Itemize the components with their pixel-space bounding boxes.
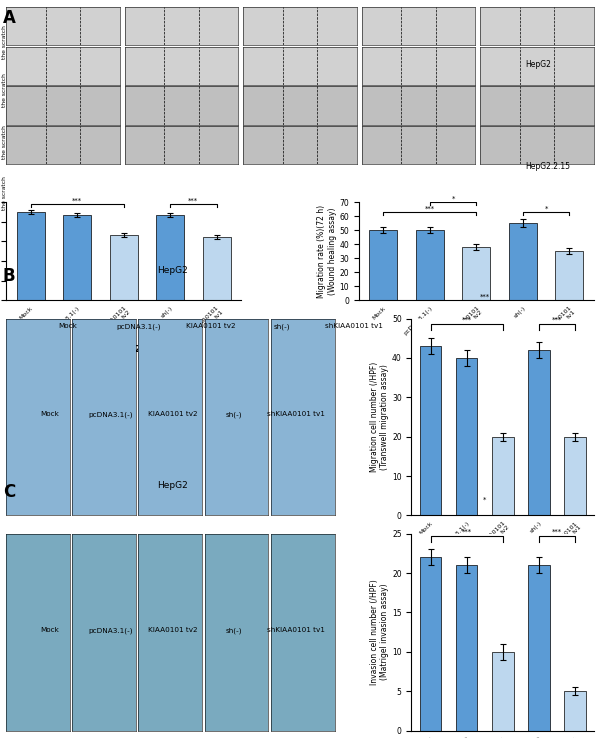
Text: shKIAA0101 tv1: shKIAA0101 tv1 — [267, 627, 325, 633]
Bar — [203, 237, 230, 300]
Text: sh(-): sh(-) — [226, 627, 242, 634]
X-axis label: HepG2: HepG2 — [486, 560, 520, 569]
Text: Mock: Mock — [40, 411, 59, 417]
Bar — [456, 565, 478, 731]
Text: shKIAA0101 tv1: shKIAA0101 tv1 — [267, 411, 325, 417]
Y-axis label: Invasion cell number (/HPF)
(Matrigel invasion assay): Invasion cell number (/HPF) (Matrigel in… — [370, 579, 389, 685]
Bar — [509, 224, 537, 300]
Text: 0h after
the scratch: 0h after the scratch — [0, 25, 7, 59]
Text: KIAA0101 tv2: KIAA0101 tv2 — [148, 411, 197, 417]
Text: *: * — [451, 196, 455, 201]
Text: HepG2.2.15: HepG2.2.15 — [525, 162, 570, 170]
Text: pcDNA3.1(-): pcDNA3.1(-) — [89, 627, 133, 634]
Text: Mock: Mock — [40, 627, 59, 633]
Bar — [463, 247, 490, 300]
Bar — [17, 212, 44, 300]
Text: ***: *** — [188, 198, 199, 204]
Text: ***: *** — [479, 294, 490, 300]
Text: 48h after
the scratch: 48h after the scratch — [0, 73, 7, 107]
Text: ***: *** — [461, 317, 472, 323]
Text: A: A — [3, 9, 16, 27]
Y-axis label: Migration cell number (/HPF)
(Transwell migration assay): Migration cell number (/HPF) (Transwell … — [370, 362, 389, 472]
Bar — [528, 350, 550, 515]
Bar — [456, 358, 478, 515]
Text: shKIAA0101 tv1: shKIAA0101 tv1 — [325, 323, 383, 329]
Text: ***: *** — [552, 528, 562, 534]
Text: sh(-): sh(-) — [274, 323, 290, 330]
Text: 0h after
the scratch: 0h after the scratch — [0, 125, 7, 159]
Text: HepG2: HepG2 — [525, 61, 551, 69]
Text: *: * — [544, 205, 548, 211]
Bar — [419, 346, 442, 515]
Text: ***: *** — [552, 317, 562, 323]
Bar — [556, 251, 583, 300]
Text: pcDNA3.1(-): pcDNA3.1(-) — [116, 323, 161, 330]
Text: HepG2: HepG2 — [157, 481, 188, 490]
Text: ***: *** — [461, 528, 472, 534]
Text: *: * — [483, 497, 487, 503]
Bar — [63, 215, 91, 300]
Text: B: B — [3, 267, 16, 285]
Bar — [416, 230, 444, 300]
Bar — [492, 437, 514, 515]
Bar — [419, 557, 442, 731]
Bar — [110, 235, 137, 300]
Text: C: C — [3, 483, 15, 501]
Text: KIAA0101 tv2: KIAA0101 tv2 — [148, 627, 197, 633]
Bar — [564, 692, 586, 731]
Text: HepG2: HepG2 — [157, 266, 188, 275]
Bar — [156, 215, 184, 300]
Text: ***: *** — [72, 198, 82, 204]
Bar — [528, 565, 550, 731]
Text: pcDNA3.1(-): pcDNA3.1(-) — [89, 411, 133, 418]
Y-axis label: Migration rate (%)(72 h)
(Wound healing assay): Migration rate (%)(72 h) (Wound healing … — [317, 204, 337, 298]
Text: 72h after
the scratch: 72h after the scratch — [0, 176, 7, 210]
Bar — [492, 652, 514, 731]
Bar — [370, 230, 397, 300]
X-axis label: HepG2.2.15: HepG2.2.15 — [447, 345, 506, 354]
Text: sh(-): sh(-) — [226, 411, 242, 418]
Text: ***: *** — [425, 205, 435, 211]
Text: Mock: Mock — [58, 323, 77, 329]
X-axis label: HepG2: HepG2 — [107, 345, 140, 354]
Text: KIAA0101 tv2: KIAA0101 tv2 — [186, 323, 235, 329]
Bar — [564, 437, 586, 515]
